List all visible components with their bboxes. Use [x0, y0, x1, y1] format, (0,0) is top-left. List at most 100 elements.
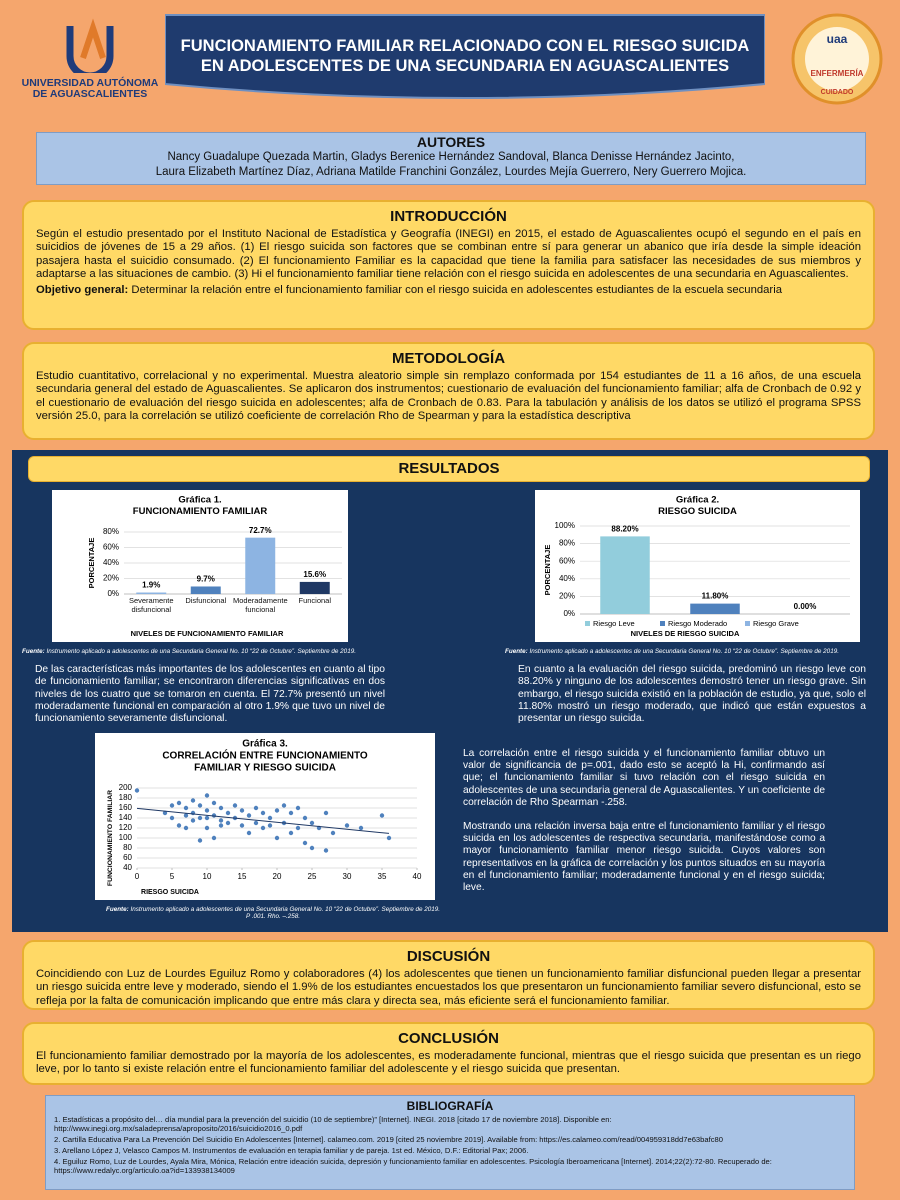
source-label: Fuente:: [505, 648, 528, 655]
university-logo: UNIVERSIDAD AUTÓNOMA DE AGUASCALIENTES: [15, 18, 165, 100]
x-tick-label: 5: [170, 872, 175, 881]
objective-label: Objetivo general:: [36, 283, 129, 296]
introduction-box: INTRODUCCIÓN Según el estudio presentado…: [22, 200, 875, 330]
legend-swatch: [660, 621, 665, 626]
y-tick-label: 20%: [103, 574, 119, 583]
reference: 4. Eguiluz Romo, Luz de Lourdes, Ayala M…: [54, 1157, 772, 1175]
scatter-point: [281, 803, 287, 808]
x-tick-label: 20: [273, 872, 282, 881]
scatter-point: [162, 810, 168, 816]
scatter-point: [323, 810, 329, 816]
objective-text: Determinar la relación entre el funciona…: [131, 283, 782, 296]
source-text: Instrumento aplicado a adolescentes de u…: [130, 906, 440, 913]
logo-text: ENFERMERÍA: [811, 69, 864, 78]
results-heading-box: RESULTADOS: [28, 456, 870, 482]
scatter-point: [260, 810, 266, 816]
x-tick-label: 35: [378, 872, 387, 881]
scatter-point: [288, 830, 294, 836]
scatter-point: [134, 788, 140, 793]
bar: [690, 603, 740, 614]
chart-title: Gráfica 3.: [242, 739, 288, 750]
chart-title: Gráfica 1.: [178, 495, 221, 506]
discussion-text: Coincidiendo con Luz de Lourdes Eguiluz …: [36, 968, 861, 1007]
x-axis-label: NIVELES DE RIESGO SUICIDA: [631, 629, 740, 638]
scatter-point: [274, 835, 280, 841]
y-tick-label: 40: [123, 863, 132, 872]
title-banner: [165, 14, 765, 99]
logo-text: CUIDADO: [821, 89, 854, 96]
chart-1: Gráfica 1.FUNCIONAMIENTO FAMILIAR 0% 20% 40…: [52, 490, 348, 642]
scatter-point: [204, 808, 210, 813]
paragraph: Mostrando una relación inversa baja entr…: [463, 821, 825, 894]
scatter-point: [169, 803, 175, 808]
scatter-point: [176, 800, 182, 806]
scatter-point: [309, 845, 315, 851]
y-tick-label: 80%: [103, 527, 119, 536]
y-tick-label: 100: [119, 833, 133, 842]
scatter-point: [197, 803, 203, 808]
scatter-point: [253, 820, 259, 826]
legend-swatch: [585, 621, 590, 626]
data-label: 88.20%: [611, 524, 638, 533]
scatter-point: [225, 820, 231, 826]
y-axis-label: PORCENTAJE: [543, 545, 552, 596]
section-heading: INTRODUCCIÓN: [390, 208, 507, 225]
source-text: Instrumento aplicado a adolescentes de u…: [46, 648, 356, 655]
nursing-logo: uaa ENFERMERÍA CUIDADO: [791, 13, 883, 105]
scatter-point: [330, 830, 336, 836]
logo-mark: [66, 18, 114, 80]
scatter-point: [295, 825, 301, 831]
bar: [299, 581, 330, 594]
y-tick-label: 0%: [563, 609, 575, 618]
y-tick-label: 60: [123, 853, 132, 862]
scatter-point: [190, 818, 196, 823]
scatter-point: [323, 848, 329, 853]
bar: [600, 536, 650, 614]
scatter-point: [218, 818, 224, 823]
scatter-point: [225, 810, 231, 816]
objective: Objetivo general: Determinar la relación…: [36, 284, 861, 297]
title-line: EN ADOLESCENTES DE UNA SECUNDARIA EN AGU…: [200, 57, 730, 75]
y-axis-label: FUNCIONAMIENTO FAMILIAR: [107, 790, 114, 886]
scatter-point: [239, 808, 245, 813]
chart-title: FAMILIAR Y RIESGO SUICIDA: [194, 763, 336, 774]
x-tick-label: Severamente disfuncional: [128, 597, 174, 614]
authors-box: AUTORES Nancy Guadalupe Quezada Martin, …: [36, 132, 866, 185]
scatter-point: [232, 803, 238, 808]
section-heading: METODOLOGÍA: [391, 350, 506, 367]
scatter-point: [309, 820, 315, 826]
scatter-point: [246, 813, 252, 818]
scatter-point: [204, 825, 210, 831]
x-tick-label: 30: [343, 872, 352, 881]
y-tick-label: 140: [119, 813, 133, 822]
methodology-text: Estudio cuantitativo, correlacional y no…: [36, 370, 861, 423]
y-tick-label: 40%: [559, 574, 575, 583]
section-heading: RESULTADOS: [398, 460, 500, 477]
legend-swatch: [745, 621, 750, 626]
x-tick-label-box: Moderadamente funcional: [233, 597, 288, 613]
source-note: Fuente: Instrumento aplicado a adolescen…: [505, 648, 895, 655]
source-text: Instrumento aplicado a adolescentes de u…: [529, 648, 839, 655]
scatter-point: [302, 815, 308, 821]
legend-label: Riesgo Leve: [593, 619, 635, 628]
section-heading: BIBLIOGRAFÍA: [406, 1099, 494, 1113]
scatter-point: [253, 805, 259, 811]
scatter-point: [218, 823, 224, 828]
university-name: DE AGUASCALIENTES: [32, 88, 148, 100]
chart-2: Gráfica 2.RIESGO SUICIDA 0% 20% 40% 60% 80% 10…: [535, 490, 860, 642]
scatter-point: [197, 838, 203, 843]
chart-3: Gráfica 3.CORRELACIÓN ENTRE FUNCIONAMIEN…: [95, 733, 435, 900]
legend-label: Riesgo Grave: [753, 619, 799, 628]
y-tick-label: 80: [123, 843, 132, 852]
reference: 1. Estadísticas a propósito del… día mun…: [54, 1115, 612, 1133]
conclusion-box: CONCLUSIÓN El funcionamiento familiar de…: [22, 1022, 875, 1085]
scatter-point: [183, 813, 189, 818]
scatter-point: [358, 825, 364, 831]
y-tick-label: 80%: [559, 539, 575, 548]
source-label: Fuente:: [106, 906, 129, 913]
results-text-left: De las características más importantes d…: [35, 664, 385, 725]
x-tick-label: 25: [308, 872, 317, 881]
y-tick-label: 200: [119, 783, 133, 792]
scatter-point: [183, 805, 189, 811]
authors-line: Nancy Guadalupe Quezada Martin, Gladys B…: [167, 151, 735, 163]
